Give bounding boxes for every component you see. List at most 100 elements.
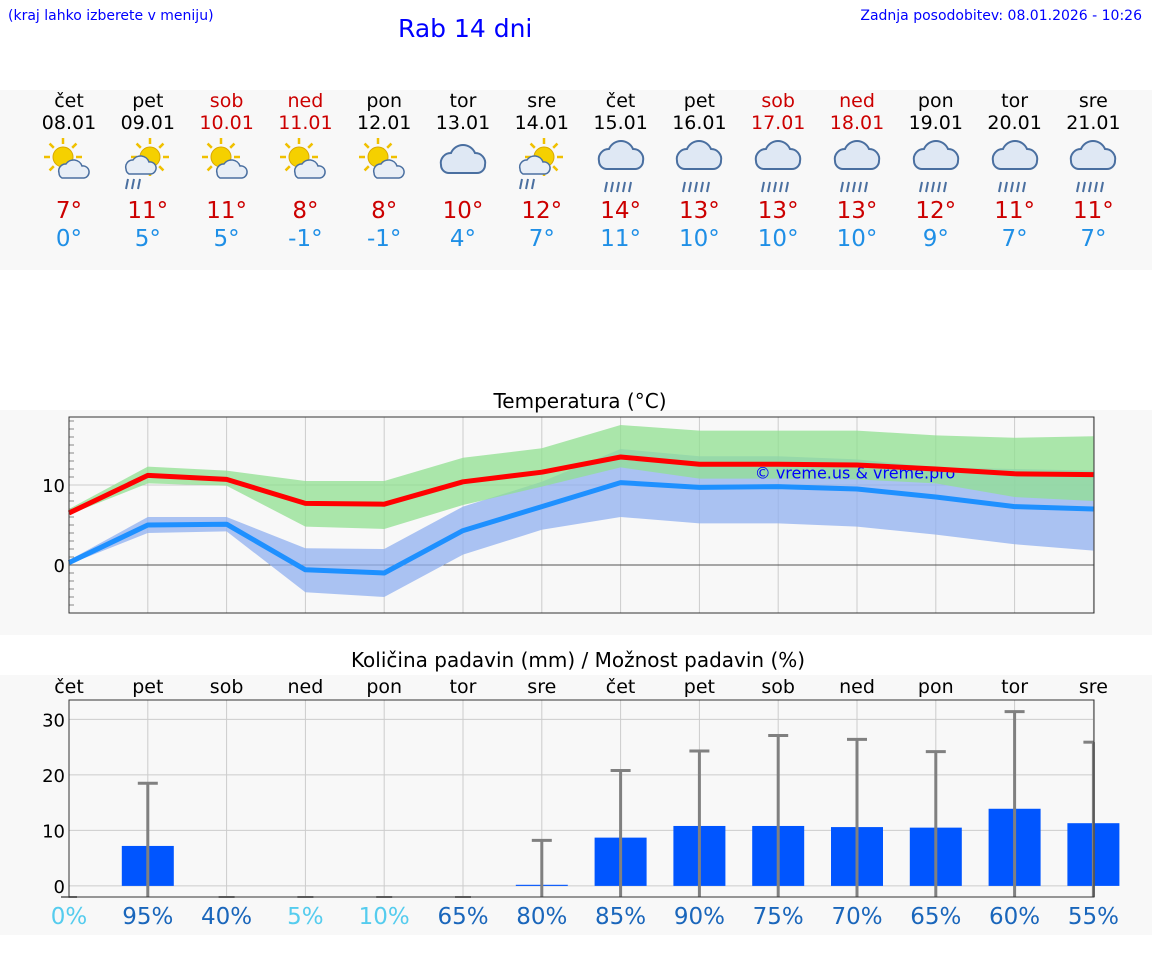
precip-probability: 10%: [358, 904, 410, 930]
day-label: pon: [366, 676, 402, 698]
precip-probability: 65%: [437, 904, 489, 930]
precip-probability: 75%: [752, 904, 804, 930]
day-name: ned: [839, 90, 875, 112]
max-temperature: 11°: [1073, 198, 1114, 224]
max-temperature: 10°: [442, 198, 484, 224]
max-temperature: 7°: [55, 198, 83, 224]
day-label: pet: [132, 676, 163, 698]
y-tick-label: 0: [54, 877, 65, 898]
min-temperature: 7°: [1001, 226, 1028, 252]
max-temperature: 12°: [521, 198, 563, 224]
day-label: sob: [761, 676, 795, 698]
y-tick-label: 20: [42, 766, 65, 787]
max-temperature: 11°: [206, 198, 247, 224]
max-temperature: 13°: [757, 198, 799, 224]
day-name: tor: [449, 90, 477, 112]
precipitation-chart: Količina padavin (mm) / Možnost padavin …: [42, 648, 1120, 898]
day-date: 09.01: [120, 112, 175, 134]
max-temperature: 8°: [371, 198, 398, 224]
day-name: čet: [605, 90, 636, 112]
min-temperature: -1°: [366, 226, 402, 252]
min-temperature: 10°: [757, 226, 799, 252]
forecast-band: [0, 90, 1152, 270]
max-temperature: 12°: [915, 198, 957, 224]
min-temperature: -1°: [288, 226, 323, 252]
chart-title: Temperatura (°C): [492, 389, 666, 413]
day-name: ned: [287, 90, 324, 112]
day-label: pet: [684, 676, 715, 698]
min-temperature: 11°: [600, 226, 641, 252]
day-date: 08.01: [41, 112, 97, 134]
min-temperature-line: [67, 480, 1094, 576]
precip-probability: 70%: [831, 904, 883, 930]
precip-probability: 40%: [201, 904, 253, 930]
precip-probability: 80%: [516, 904, 568, 930]
day-name: tor: [1001, 90, 1029, 112]
day-label: tor: [450, 676, 477, 698]
max-temperature: 11°: [994, 198, 1035, 224]
day-date: 15.01: [593, 112, 648, 134]
last-updated: Zadnja posodobitev: 08.01.2026 - 10:26: [860, 8, 1142, 24]
cloud-rain-icon: [1063, 135, 1123, 195]
day-label: ned: [288, 676, 324, 698]
day-name: sob: [761, 90, 795, 112]
precip-probability: 55%: [1067, 904, 1119, 930]
day-name: pet: [683, 90, 715, 112]
min-temperature: 10°: [836, 226, 878, 252]
min-temperature: 5°: [213, 226, 240, 252]
sun-cloud-rain-icon: [118, 135, 178, 195]
day-name: sre: [527, 90, 557, 112]
max-temperature: 13°: [679, 198, 720, 224]
precip-probability: 0%: [50, 904, 88, 930]
day-name: sre: [1078, 90, 1108, 112]
day-name: sob: [209, 90, 244, 112]
min-temperature: 10°: [679, 226, 720, 252]
min-temperature: 0°: [55, 226, 83, 252]
min-temperature: 7°: [528, 226, 555, 252]
day-label: pon: [918, 676, 954, 698]
max-temperature: 8°: [292, 198, 319, 224]
day-date: 11.01: [278, 112, 333, 134]
day-name: čet: [54, 90, 84, 112]
day-label: čet: [54, 676, 84, 698]
day-label: ned: [839, 676, 875, 698]
min-temperature: 9°: [922, 226, 949, 252]
day-date: 12.01: [356, 112, 412, 134]
day-label: sob: [210, 676, 244, 698]
day-date: 17.01: [750, 112, 806, 134]
cloud-rain-icon: [985, 135, 1045, 195]
day-date: 18.01: [829, 112, 885, 134]
temperature-chart: Temperatura (°C)© vreme.us & vreme.pro01…: [42, 389, 1095, 614]
max-temperature: 11°: [127, 198, 169, 224]
chart-title: Količina padavin (mm) / Možnost padavin …: [351, 648, 805, 672]
day-date: 16.01: [672, 112, 727, 134]
precip-probability: 85%: [595, 904, 647, 930]
min-temperature: 5°: [134, 226, 161, 252]
day-name: pon: [917, 90, 954, 112]
day-date: 21.01: [1066, 112, 1121, 134]
sun-cloud-icon: [39, 135, 99, 195]
max-temperature-line: [67, 454, 1094, 516]
sun-cloud-icon: [197, 135, 257, 195]
cloud-rain-icon: [827, 135, 887, 195]
cloud-icon: [433, 135, 493, 195]
location-hint: (kraj lahko izberete v meniju): [8, 8, 214, 24]
cloud-rain-icon: [591, 135, 651, 195]
precip-probability: 65%: [910, 904, 962, 930]
day-name: pon: [366, 90, 403, 112]
sun-cloud-rain-icon: [512, 135, 572, 195]
day-date: 10.01: [199, 112, 254, 134]
day-label: tor: [1001, 676, 1028, 698]
precip-probability: 95%: [122, 904, 174, 930]
day-date: 19.01: [908, 112, 963, 134]
day-date: 14.01: [514, 112, 569, 134]
y-tick-label: 10: [42, 821, 65, 842]
day-label: sre: [527, 676, 556, 698]
plot-frame: [68, 416, 1095, 614]
max-temperature: 14°: [600, 198, 641, 224]
y-tick-label: 10: [42, 476, 65, 497]
day-date: 13.01: [435, 112, 491, 134]
sun-cloud-icon: [354, 135, 414, 195]
plot-frame: [68, 699, 1095, 898]
max-temperature: 13°: [836, 198, 878, 224]
